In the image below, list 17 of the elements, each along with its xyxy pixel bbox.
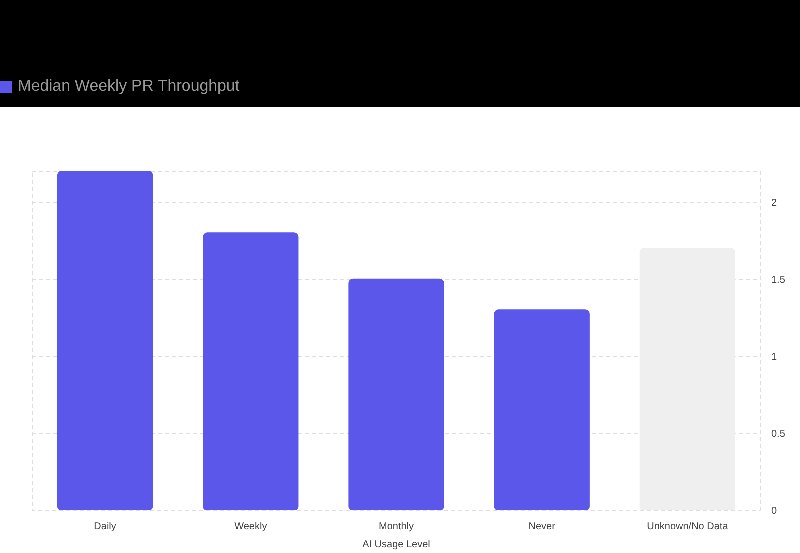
x-tick-label: Monthly [378, 522, 414, 532]
y-tick-label: 0 [772, 506, 778, 517]
x-tick-label: Never [528, 522, 556, 532]
x-tick-label: Unknown/No Data [647, 522, 729, 532]
x-axis-title: AI Usage Level [362, 540, 430, 550]
x-tick-label: Weekly [234, 522, 268, 532]
x-tick-label: Daily [94, 522, 116, 532]
y-tick-label: 1 [772, 352, 778, 363]
y-tick-label: 0.5 [772, 428, 786, 440]
bar [57, 172, 154, 510]
y-tick-label: 2 [772, 198, 778, 209]
bar [494, 310, 590, 510]
bar [203, 232, 299, 510]
y-tick-label: 1.5 [772, 274, 786, 286]
bar [640, 248, 736, 510]
bar [348, 278, 444, 510]
legend-label: Median Weekly PR Throughput [18, 78, 240, 95]
